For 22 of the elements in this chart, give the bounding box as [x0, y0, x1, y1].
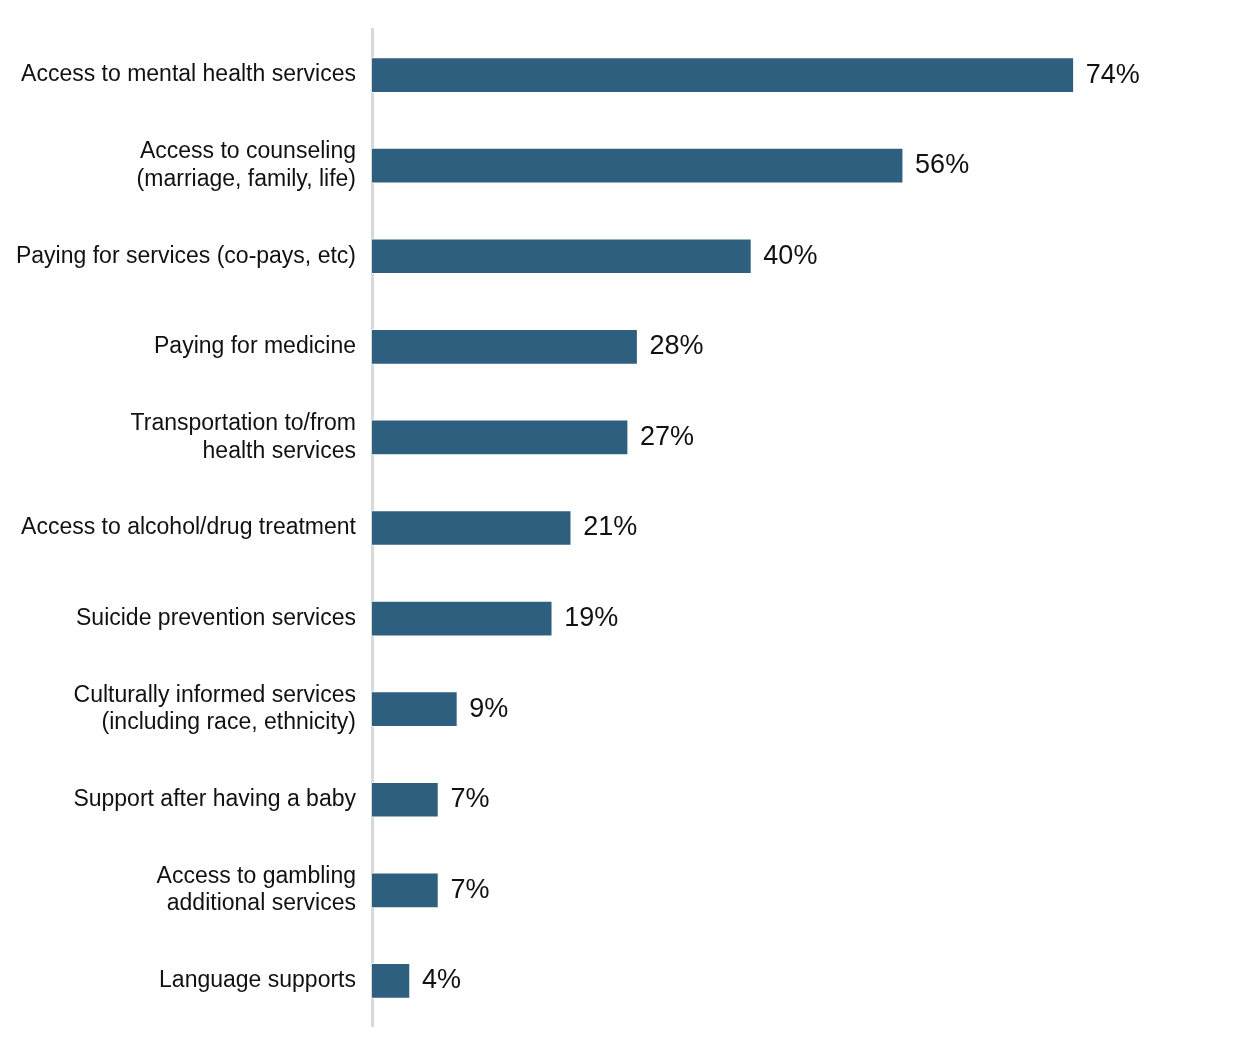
- y-tick-label: Support after having a baby: [73, 785, 357, 812]
- y-tick-label: Access to alcohol/drug treatment: [21, 513, 357, 540]
- y-tick-label: Access to gambling additional services: [156, 861, 356, 916]
- data-label: 19%: [564, 602, 619, 633]
- data-label: 7%: [450, 783, 490, 814]
- data-label: 21%: [583, 511, 638, 542]
- data-label: 27%: [640, 420, 695, 451]
- data-label: 74%: [1085, 58, 1140, 89]
- y-tick-label: Language supports: [159, 966, 356, 993]
- data-label: 40%: [763, 239, 818, 270]
- y-tick-label: Paying for medicine: [154, 332, 356, 359]
- y-tick-label: Culturally informed services (including race, ethnicity): [73, 680, 356, 735]
- data-label: 28%: [649, 330, 704, 361]
- data-label: 7%: [450, 873, 490, 904]
- y-tick-label: Paying for services (co-pays, etc): [15, 241, 356, 268]
- y-tick-label: Access to counseling (marriage, family, life): [136, 137, 356, 191]
- y-tick-label: Transportation to/from health services: [130, 408, 356, 463]
- data-label: 4%: [421, 964, 461, 995]
- data-label: 56%: [915, 149, 970, 180]
- y-tick-label: Access to mental health services: [21, 60, 356, 87]
- data-label: 9%: [469, 692, 509, 723]
- y-tick-label: Suicide prevention services: [76, 603, 356, 630]
